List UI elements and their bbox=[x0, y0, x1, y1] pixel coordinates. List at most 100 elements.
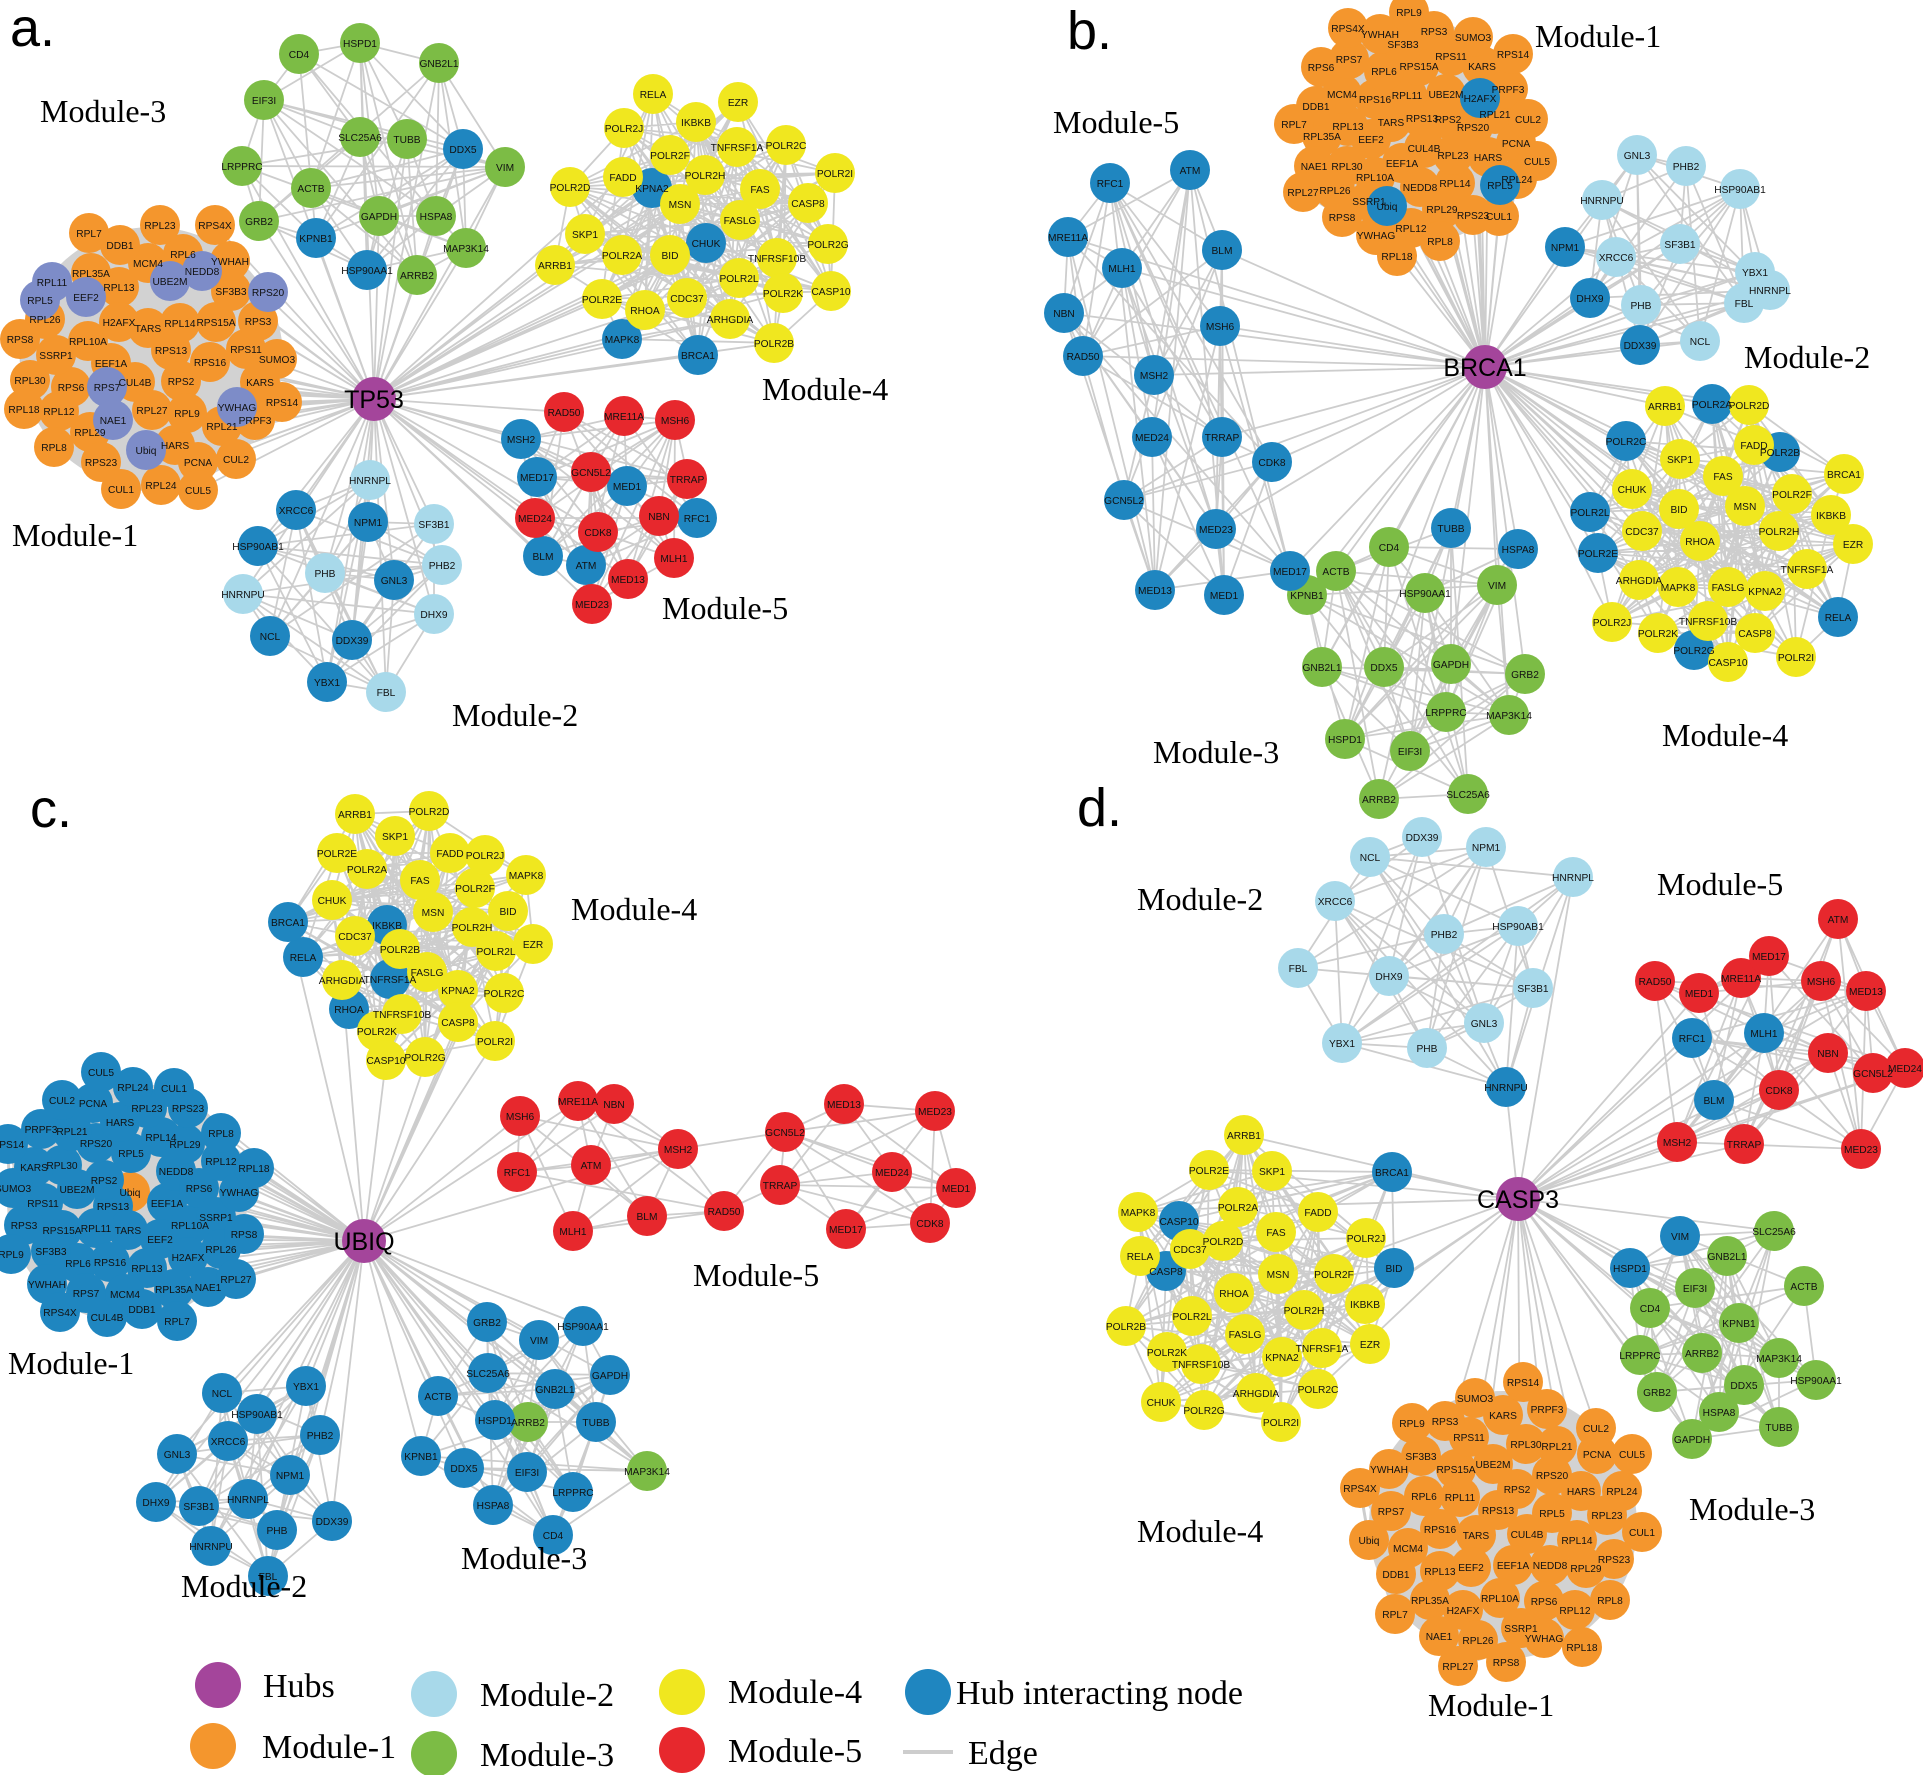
svg-text:RPL14: RPL14 bbox=[1561, 1536, 1592, 1547]
svg-text:RPL35A: RPL35A bbox=[155, 1285, 193, 1296]
svg-text:TUBB: TUBB bbox=[582, 1418, 609, 1429]
svg-text:RPL18: RPL18 bbox=[238, 1164, 269, 1175]
svg-text:RPS4X: RPS4X bbox=[43, 1308, 77, 1319]
svg-text:ATM: ATM bbox=[1828, 915, 1849, 926]
svg-text:FAS: FAS bbox=[410, 876, 429, 887]
svg-text:YWHAH: YWHAH bbox=[1370, 1465, 1408, 1476]
svg-text:YBX1: YBX1 bbox=[314, 678, 340, 689]
svg-text:Ubiq: Ubiq bbox=[1377, 202, 1398, 213]
svg-text:ATM: ATM bbox=[581, 1161, 602, 1172]
svg-text:RELA: RELA bbox=[640, 90, 667, 101]
svg-text:RPL13: RPL13 bbox=[1332, 122, 1363, 133]
svg-text:TARS: TARS bbox=[135, 324, 162, 335]
svg-text:VIM: VIM bbox=[496, 163, 514, 174]
svg-text:KARS: KARS bbox=[246, 378, 274, 389]
svg-text:RPL8: RPL8 bbox=[1597, 1596, 1623, 1607]
svg-text:EIF3I: EIF3I bbox=[1398, 747, 1422, 758]
svg-text:IKBKB: IKBKB bbox=[372, 921, 402, 932]
svg-text:POLR2H: POLR2H bbox=[452, 923, 493, 934]
svg-text:NEDD8: NEDD8 bbox=[159, 1167, 194, 1178]
svg-text:RPS15A: RPS15A bbox=[1399, 62, 1438, 73]
svg-text:CDC37: CDC37 bbox=[670, 294, 704, 305]
svg-text:CASP3: CASP3 bbox=[1477, 1186, 1559, 1214]
svg-text:DDX39: DDX39 bbox=[1406, 833, 1439, 844]
svg-text:POLR2J: POLR2J bbox=[1347, 1234, 1386, 1245]
svg-text:Module-2: Module-2 bbox=[1137, 881, 1263, 917]
svg-text:RPL23: RPL23 bbox=[1437, 151, 1468, 162]
svg-text:RPL7: RPL7 bbox=[1382, 1610, 1408, 1621]
svg-text:MED17: MED17 bbox=[1752, 952, 1786, 963]
svg-text:NAE1: NAE1 bbox=[1301, 162, 1328, 173]
svg-text:Module-2: Module-2 bbox=[181, 1568, 307, 1604]
svg-text:FBL: FBL bbox=[1289, 964, 1308, 975]
svg-text:EIF3I: EIF3I bbox=[252, 96, 276, 107]
svg-text:RPS3: RPS3 bbox=[11, 1221, 38, 1232]
svg-text:POLR2I: POLR2I bbox=[477, 1037, 513, 1048]
svg-text:MED1: MED1 bbox=[613, 482, 642, 493]
svg-text:YWHAG: YWHAG bbox=[1357, 231, 1396, 242]
svg-text:POLR2L: POLR2L bbox=[476, 947, 515, 958]
svg-text:BLM: BLM bbox=[1704, 1096, 1725, 1107]
svg-text:HSPD1: HSPD1 bbox=[343, 39, 377, 50]
svg-text:POLR2L: POLR2L bbox=[1570, 508, 1609, 519]
svg-text:KPNA2: KPNA2 bbox=[635, 184, 669, 195]
svg-text:GNB2L1: GNB2L1 bbox=[535, 1385, 574, 1396]
svg-text:CASP8: CASP8 bbox=[1738, 629, 1772, 640]
svg-text:RPL12: RPL12 bbox=[43, 407, 74, 418]
svg-text:HSP90AA1: HSP90AA1 bbox=[557, 1322, 609, 1333]
svg-text:TUBB: TUBB bbox=[393, 135, 420, 146]
svg-text:NBN: NBN bbox=[648, 512, 670, 523]
svg-text:RPL14: RPL14 bbox=[145, 1133, 176, 1144]
svg-text:POLR2B: POLR2B bbox=[1106, 1322, 1146, 1333]
svg-text:EZR: EZR bbox=[1843, 540, 1863, 551]
svg-text:MLH1: MLH1 bbox=[1750, 1029, 1778, 1040]
svg-text:POLR2D: POLR2D bbox=[409, 807, 450, 818]
svg-text:RPS7: RPS7 bbox=[1336, 55, 1363, 66]
svg-text:DDX5: DDX5 bbox=[450, 1464, 478, 1475]
svg-text:HNRNPU: HNRNPU bbox=[1484, 1083, 1528, 1094]
svg-text:KPNB1: KPNB1 bbox=[1722, 1319, 1756, 1330]
svg-text:RPS11: RPS11 bbox=[230, 345, 262, 356]
svg-text:RPS23: RPS23 bbox=[85, 458, 118, 469]
svg-text:POLR2A: POLR2A bbox=[602, 251, 642, 262]
svg-text:HNRNPL: HNRNPL bbox=[227, 1495, 269, 1506]
svg-text:RPL6: RPL6 bbox=[1371, 67, 1397, 78]
svg-text:MED24: MED24 bbox=[875, 1168, 909, 1179]
svg-text:Module-4: Module-4 bbox=[728, 1674, 862, 1711]
svg-text:SF3B1: SF3B1 bbox=[183, 1502, 214, 1513]
svg-text:RPL5: RPL5 bbox=[1487, 181, 1513, 192]
svg-text:RPS11: RPS11 bbox=[27, 1199, 59, 1210]
svg-text:MED17: MED17 bbox=[1273, 567, 1307, 578]
svg-text:POLR2E: POLR2E bbox=[317, 849, 357, 860]
svg-text:BRCA1: BRCA1 bbox=[1827, 470, 1861, 481]
svg-text:MSH2: MSH2 bbox=[507, 435, 536, 446]
svg-text:MRE11A: MRE11A bbox=[558, 1097, 598, 1108]
svg-text:DDX5: DDX5 bbox=[1370, 663, 1398, 674]
svg-text:POLR2L: POLR2L bbox=[719, 274, 758, 285]
svg-text:BID: BID bbox=[1386, 1264, 1403, 1275]
svg-text:POLR2D: POLR2D bbox=[1729, 401, 1770, 412]
svg-text:TNFRSF1A: TNFRSF1A bbox=[1296, 1344, 1349, 1355]
svg-text:NPM1: NPM1 bbox=[354, 518, 383, 529]
svg-text:DHX9: DHX9 bbox=[1375, 972, 1403, 983]
svg-text:MED23: MED23 bbox=[1199, 525, 1233, 536]
svg-text:RPS4X: RPS4X bbox=[1343, 1484, 1377, 1495]
svg-text:MAPK8: MAPK8 bbox=[509, 871, 544, 882]
svg-text:POLR2E: POLR2E bbox=[1578, 549, 1618, 560]
svg-text:b.: b. bbox=[1067, 1, 1112, 61]
svg-text:PCNA: PCNA bbox=[184, 458, 213, 469]
svg-text:RHOA: RHOA bbox=[630, 306, 660, 317]
svg-text:RPS4X: RPS4X bbox=[1331, 24, 1365, 35]
svg-text:Module-3: Module-3 bbox=[461, 1540, 587, 1576]
svg-text:NAE1: NAE1 bbox=[195, 1283, 222, 1294]
svg-text:RPL29: RPL29 bbox=[169, 1140, 200, 1151]
svg-text:Module-5: Module-5 bbox=[1657, 866, 1783, 902]
svg-text:RPS23: RPS23 bbox=[172, 1104, 205, 1115]
svg-text:RPL9: RPL9 bbox=[0, 1250, 24, 1261]
svg-text:MSH6: MSH6 bbox=[1807, 977, 1836, 988]
svg-text:MED17: MED17 bbox=[829, 1225, 863, 1236]
svg-text:MRE11A: MRE11A bbox=[1048, 233, 1088, 244]
svg-text:CDC37: CDC37 bbox=[1625, 527, 1659, 538]
svg-text:EEF2: EEF2 bbox=[147, 1235, 173, 1246]
svg-text:RPS20: RPS20 bbox=[80, 1139, 113, 1150]
